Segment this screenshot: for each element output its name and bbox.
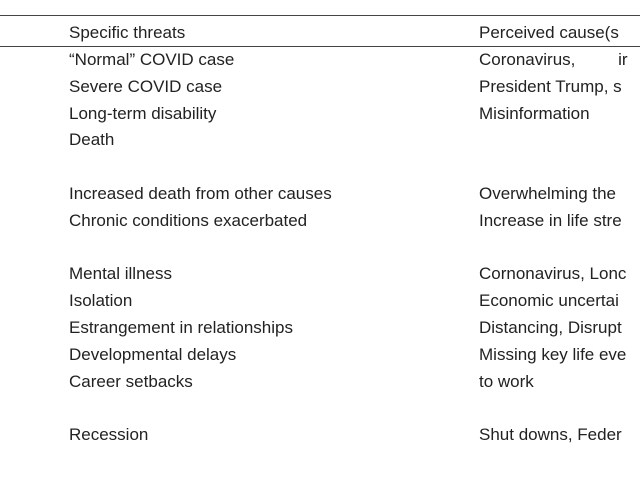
table-cell: Missing key life eve: [479, 344, 627, 364]
header-cell: Specific threats: [69, 23, 186, 42]
table-cell: President Trump, s: [479, 76, 622, 96]
table-cell: Cornonavirus, Lonc: [479, 264, 627, 284]
table-cell: Economic uncertai: [479, 291, 619, 311]
table-cell: to work: [479, 371, 534, 391]
table-cell: Coronavirus, ir: [479, 50, 628, 69]
table-cell: Chronic conditions exacerbated: [69, 210, 308, 230]
table-cell: Death: [69, 130, 115, 150]
table-cell: Developmental delays: [69, 344, 237, 364]
header-cell: Perceived cause(s: [479, 23, 619, 42]
table-cell: Increase in life stre: [479, 210, 622, 230]
table-cell: Shut downs, Feder: [479, 425, 622, 445]
table-cell: Long-term disability: [69, 103, 217, 123]
header-rule: [0, 46, 640, 47]
table-cell: Distancing, Disrupt: [479, 318, 622, 337]
table-cell: Severe COVID case: [69, 76, 223, 96]
table-cell: Career setbacks: [69, 371, 193, 391]
table-cell: Mental illness: [69, 264, 172, 284]
table-cell: Recession: [69, 425, 149, 445]
table-cell: Estrangement in relationships: [69, 318, 293, 337]
table-cell: “Normal” COVID case: [69, 50, 235, 69]
table-cell: Misinformation: [479, 103, 590, 123]
table-cell: Isolation: [69, 291, 133, 311]
top-rule: [0, 15, 640, 16]
table-cell: Overwhelming the: [479, 184, 617, 203]
table-cell: Increased death from other causes: [69, 184, 332, 203]
